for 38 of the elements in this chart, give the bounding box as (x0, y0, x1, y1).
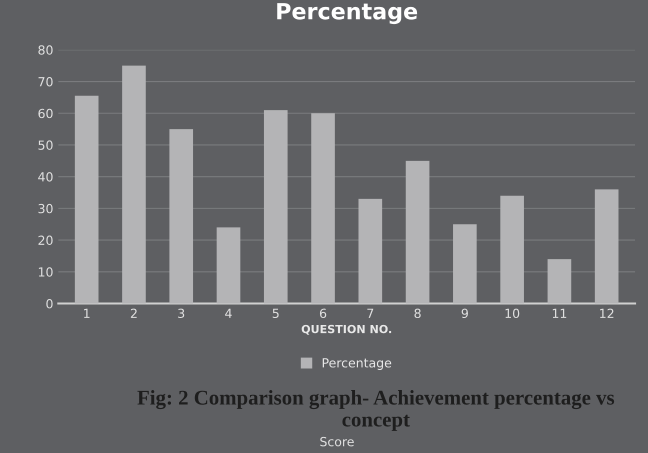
x-tick-label: 3 (178, 308, 184, 318)
bar (264, 110, 288, 304)
y-tick-label: 60 (38, 108, 53, 118)
y-tick-label: 40 (38, 172, 53, 182)
x-tick-label: 5 (272, 308, 279, 318)
bar (548, 259, 572, 304)
bar (169, 129, 194, 304)
bar (406, 160, 430, 304)
x-tick-label: 7 (367, 308, 374, 318)
y-tick-label: 80 (38, 45, 53, 55)
legend-label: Percentage (322, 358, 392, 370)
bar (500, 196, 524, 304)
bar (594, 189, 618, 304)
y-tick-label: 0 (46, 298, 53, 308)
bar (122, 66, 146, 304)
chart-title: Percentage (277, 3, 418, 24)
y-tick-label: 10 (38, 267, 53, 277)
x-axis-title: QUESTION NO. (302, 324, 392, 335)
x-tick-label: 10 (506, 308, 520, 318)
y-tick-label: 20 (38, 236, 53, 246)
y-tick-label: 50 (38, 140, 53, 150)
x-tick-label: 12 (600, 308, 614, 318)
bar (358, 198, 382, 304)
x-tick-label: 9 (462, 308, 468, 318)
bar (311, 113, 335, 304)
x-tick-label: 2 (130, 308, 137, 318)
bar (453, 224, 477, 304)
y-tick-label: 70 (38, 77, 53, 86)
text: Fig: 2 Comparison graph- Achievement percentage vs concept (137, 390, 614, 431)
bar (216, 227, 240, 304)
x-tick-label: 11 (552, 308, 566, 318)
y-tick-label: 30 (38, 204, 53, 214)
text: Score (320, 436, 354, 446)
x-tick-label: 6 (320, 308, 326, 318)
x-tick-label: 4 (225, 308, 232, 318)
bar (74, 96, 98, 304)
x-tick-label: 1 (84, 308, 90, 318)
x-tick-label: 8 (414, 308, 421, 318)
